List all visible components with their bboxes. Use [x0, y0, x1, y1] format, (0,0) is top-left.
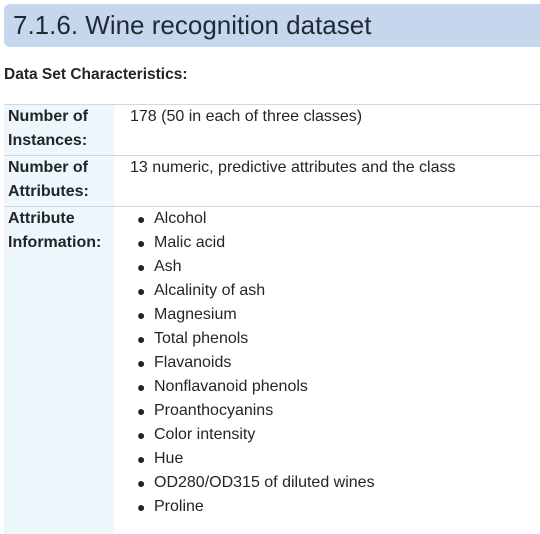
list-item: ●Magnesium [154, 303, 540, 327]
characteristics-heading: Data Set Characteristics: [4, 66, 188, 84]
bullet-icon: ● [137, 447, 145, 471]
characteristics-table: Number of Instances: 178 (50 in each of … [4, 104, 540, 534]
field-value-attribute-information: ●Alcohol ●Malic acid ●Ash ●Alcalinity of… [114, 207, 540, 534]
list-item: ●Nonflavanoid phenols [154, 375, 540, 399]
list-item: ●Malic acid [154, 231, 540, 255]
field-value-text: 178 (50 in each of three classes) [130, 105, 540, 129]
bullet-icon: ● [137, 279, 145, 303]
list-item: ●Flavanoids [154, 351, 540, 375]
list-item-text: Proline [154, 498, 204, 515]
field-value-instances: 178 (50 in each of three classes) [114, 105, 540, 156]
list-item-text: Total phenols [154, 330, 248, 347]
bullet-icon: ● [137, 327, 145, 351]
table-row: Attribute Information: ●Alcohol ●Malic a… [4, 207, 540, 534]
attribute-list: ●Alcohol ●Malic acid ●Ash ●Alcalinity of… [130, 207, 540, 519]
list-item-text: Color intensity [154, 426, 255, 443]
bullet-icon: ● [137, 207, 145, 231]
bullet-icon: ● [137, 471, 145, 495]
list-item-text: OD280/OD315 of diluted wines [154, 474, 375, 491]
field-value-attributes: 13 numeric, predictive attributes and th… [114, 156, 540, 207]
list-item: ●OD280/OD315 of diluted wines [154, 471, 540, 495]
list-item: ●Proline [154, 495, 540, 519]
list-item: ●Proanthocyanins [154, 399, 540, 423]
list-item: ●Ash [154, 255, 540, 279]
field-name-label: Attribute Information: [8, 207, 114, 255]
list-item-text: Proanthocyanins [154, 402, 273, 419]
field-name-label: Number of Instances: [8, 105, 114, 153]
list-item: ●Total phenols [154, 327, 540, 351]
list-item-text: Malic acid [154, 234, 225, 251]
table-row: Number of Attributes: 13 numeric, predic… [4, 156, 540, 207]
field-name-instances: Number of Instances: [4, 105, 114, 156]
section-title: 7.1.6. Wine recognition dataset [4, 4, 540, 47]
table-row: Number of Instances: 178 (50 in each of … [4, 105, 540, 156]
bullet-icon: ● [137, 423, 145, 447]
list-item: ●Alcohol [154, 207, 540, 231]
bullet-icon: ● [137, 303, 145, 327]
list-item-text: Alcohol [154, 210, 206, 227]
field-name-attributes: Number of Attributes: [4, 156, 114, 207]
bullet-icon: ● [137, 495, 145, 519]
field-name-label: Number of Attributes: [8, 156, 114, 204]
list-item-text: Ash [154, 258, 182, 275]
bullet-icon: ● [137, 399, 145, 423]
list-item-text: Flavanoids [154, 354, 231, 371]
field-name-attribute-information: Attribute Information: [4, 207, 114, 534]
bullet-icon: ● [137, 375, 145, 399]
list-item-text: Magnesium [154, 306, 237, 323]
list-item-text: Hue [154, 450, 183, 467]
bullet-icon: ● [137, 351, 145, 375]
list-item: ●Hue [154, 447, 540, 471]
bullet-icon: ● [137, 231, 145, 255]
bullet-icon: ● [137, 255, 145, 279]
list-item: ●Alcalinity of ash [154, 279, 540, 303]
field-value-text: 13 numeric, predictive attributes and th… [130, 156, 540, 180]
list-item-text: Nonflavanoid phenols [154, 378, 308, 395]
list-item: ●Color intensity [154, 423, 540, 447]
list-item-text: Alcalinity of ash [154, 282, 265, 299]
